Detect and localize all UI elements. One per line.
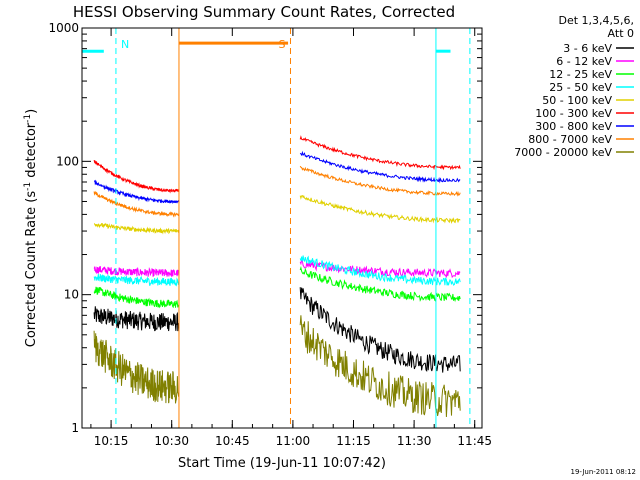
- legend-label-8: 800 - 7000 keV: [528, 133, 612, 146]
- legend-header-det: Det 1,3,4,5,6,: [558, 14, 634, 27]
- flag-label-N: N: [121, 38, 129, 51]
- legend-label-4: 25 - 50 keV: [549, 81, 612, 94]
- legend-label-6: 100 - 300 keV: [535, 107, 612, 120]
- x-axis-label: Start Time (19-Jun-11 10:07:42): [178, 456, 386, 471]
- x-tick-label-5: 11:15: [336, 434, 371, 448]
- flag-label-S: S: [278, 38, 285, 51]
- footer-timestamp: 19-Jun-2011 08:12: [571, 468, 637, 476]
- x-tick-label-2: 10:30: [154, 434, 189, 448]
- series-line-3: [93, 265, 461, 309]
- series-line-6: [93, 135, 461, 194]
- series-line-4: [93, 255, 461, 287]
- y-tick-label-4: 1000: [48, 21, 79, 35]
- y-tick-label-3: 100: [56, 154, 79, 168]
- legend-label-3: 12 - 25 keV: [549, 68, 612, 81]
- x-tick-label-4: 11:00: [276, 434, 311, 448]
- legend-label-7: 300 - 800 keV: [535, 120, 612, 133]
- series-line-8: [93, 165, 461, 218]
- legend-header-att: Att 0: [608, 27, 634, 40]
- legend-label-1: 3 - 6 keV: [563, 42, 612, 55]
- series-line-2: [93, 259, 461, 279]
- y-axis-label: Corrected Count Rate (s-1 detector-1): [23, 109, 39, 347]
- legend-label-9: 7000 - 20000 keV: [514, 146, 612, 159]
- x-tick-label-6: 11:30: [397, 434, 432, 448]
- plot-frame: [81, 27, 483, 429]
- y-tick-label-1: 1: [71, 421, 79, 435]
- chart-title: HESSI Observing Summary Count Rates, Cor…: [73, 3, 455, 21]
- x-tick-label-7: 11:45: [457, 434, 492, 448]
- series-line-1: [93, 287, 461, 373]
- series-line-9: [93, 315, 461, 418]
- x-tick-label-1: 10:15: [94, 434, 129, 448]
- legend-label-2: 6 - 12 keV: [556, 55, 612, 68]
- legend-label-5: 50 - 100 keV: [542, 94, 612, 107]
- series-line-7: [93, 150, 461, 205]
- x-tick-label-3: 10:45: [215, 434, 250, 448]
- y-tick-label-2: 10: [64, 288, 79, 302]
- axes: 10:15 10:30 10:45 11:00 11:15 11:30 11:45 1 10 10…: [48, 21, 492, 448]
- series-line-5: [93, 194, 461, 235]
